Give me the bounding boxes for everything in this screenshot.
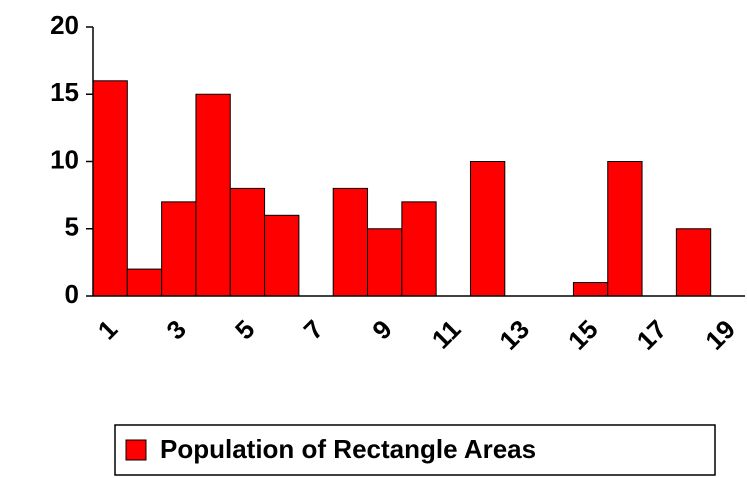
x-tick-label: 7 bbox=[298, 314, 329, 345]
x-tick-label: 13 bbox=[493, 314, 535, 356]
bar bbox=[195, 93, 231, 297]
bar bbox=[607, 161, 643, 297]
legend-box bbox=[114, 424, 716, 476]
bar bbox=[229, 187, 266, 297]
y-tick-label: 10 bbox=[50, 144, 79, 174]
bar bbox=[332, 187, 369, 297]
x-tick-label: 5 bbox=[229, 314, 260, 345]
y-tick-label: 15 bbox=[50, 77, 79, 107]
y-tick-label: 5 bbox=[65, 212, 79, 242]
x-tick-label: 17 bbox=[631, 314, 673, 356]
y-tick-label: 20 bbox=[50, 10, 79, 40]
bar bbox=[161, 201, 197, 297]
bar bbox=[675, 228, 712, 297]
x-tick-label: 3 bbox=[160, 314, 191, 345]
x-tick-label: 1 bbox=[92, 314, 123, 345]
bar bbox=[572, 282, 609, 297]
bar bbox=[92, 80, 128, 297]
y-tick-label: 0 bbox=[65, 279, 79, 309]
bar bbox=[264, 214, 300, 297]
bar bbox=[469, 161, 506, 297]
bar bbox=[126, 268, 163, 297]
legend-swatch bbox=[125, 439, 147, 461]
x-tick-label: 15 bbox=[562, 314, 604, 356]
bar bbox=[367, 228, 403, 297]
legend-label: Population of Rectangle Areas bbox=[160, 434, 536, 464]
x-tick-label: 19 bbox=[699, 314, 741, 356]
x-tick-label: 11 bbox=[426, 314, 467, 355]
x-tick-label: 9 bbox=[366, 314, 397, 345]
bar bbox=[401, 201, 437, 297]
